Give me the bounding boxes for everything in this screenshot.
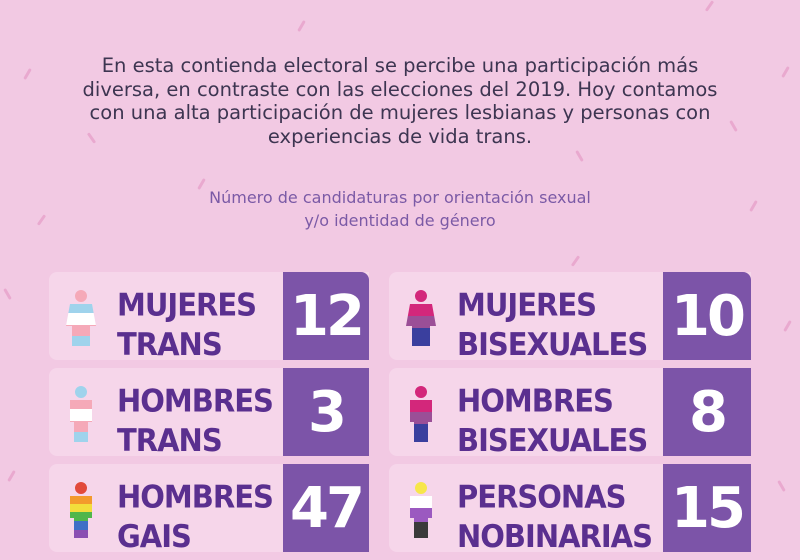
- confetti-decoration: [297, 20, 306, 32]
- card-label: HOMBRES GAIS: [117, 478, 274, 552]
- count-box: 15: [663, 464, 751, 552]
- confetti-decoration: [729, 120, 738, 132]
- intro-paragraph: En esta contienda electoral se percibe u…: [82, 54, 718, 148]
- card-label: MUJERES BISEXUALES: [457, 286, 648, 360]
- rainbow-flag-man-icon: [70, 482, 92, 538]
- candidature-count: 8: [689, 379, 728, 445]
- card-label: HOMBRES TRANS: [117, 382, 274, 456]
- card-label-line-2: TRANS: [117, 326, 223, 360]
- confetti-decoration: [36, 214, 47, 226]
- candidature-count: 47: [290, 475, 365, 541]
- confetti-decoration: [704, 0, 715, 12]
- confetti-decoration: [7, 470, 16, 482]
- count-box: 3: [283, 368, 369, 456]
- card-mujeres-trans: MUJERES TRANS 12: [49, 272, 369, 360]
- count-box: 10: [663, 272, 751, 360]
- right-card-column: MUJERES BISEXUALES 10 HOMBRES BISEXUALES…: [389, 272, 751, 560]
- candidature-count: 12: [290, 283, 365, 349]
- card-label-line-1: HOMBRES: [117, 383, 274, 420]
- confetti-decoration: [575, 150, 584, 162]
- card-label-line-2: BISEXUALES: [457, 422, 648, 456]
- trans-flag-woman-icon: [66, 290, 96, 346]
- card-hombres-gais: HOMBRES GAIS 47: [49, 464, 369, 552]
- candidature-count: 10: [671, 283, 746, 349]
- chart-subtitle: Número de candidaturas por orientación s…: [120, 186, 680, 232]
- card-label-line-1: HOMBRES: [457, 383, 614, 420]
- card-label-line-1: MUJERES: [457, 287, 597, 324]
- card-hombres-trans: HOMBRES TRANS 3: [49, 368, 369, 456]
- confetti-decoration: [777, 480, 786, 492]
- count-box: 12: [283, 272, 369, 360]
- subtitle-line-2: y/o identidad de género: [304, 211, 496, 230]
- confetti-decoration: [3, 288, 12, 300]
- candidature-count: 15: [671, 475, 746, 541]
- confetti-decoration: [749, 200, 758, 212]
- nonbinary-flag-person-icon: [410, 482, 432, 538]
- confetti-decoration: [781, 66, 790, 78]
- trans-flag-man-icon: [70, 386, 92, 442]
- card-label-line-1: HOMBRES: [117, 479, 274, 516]
- subtitle-line-1: Número de candidaturas por orientación s…: [209, 188, 591, 207]
- card-label: MUJERES TRANS: [117, 286, 257, 360]
- confetti-decoration: [23, 68, 32, 80]
- confetti-decoration: [570, 255, 581, 267]
- card-label-line-2: TRANS: [117, 422, 223, 456]
- bisexual-flag-man-icon: [410, 386, 432, 442]
- card-personas-nobinarias: PERSONAS NOBINARIAS 15: [389, 464, 751, 552]
- card-label-line-1: PERSONAS: [457, 479, 627, 516]
- card-label-line-2: GAIS: [117, 518, 192, 552]
- card-label: PERSONAS NOBINARIAS: [457, 478, 653, 552]
- candidature-count: 3: [308, 379, 347, 445]
- card-hombres-bisexuales: HOMBRES BISEXUALES 8: [389, 368, 751, 456]
- count-box: 47: [283, 464, 369, 552]
- bisexual-flag-woman-icon: [406, 290, 436, 346]
- card-label-line-2: BISEXUALES: [457, 326, 648, 360]
- card-label: HOMBRES BISEXUALES: [457, 382, 648, 456]
- count-box: 8: [663, 368, 751, 456]
- card-label-line-2: NOBINARIAS: [457, 518, 653, 552]
- confetti-decoration: [783, 320, 792, 332]
- card-label-line-1: MUJERES: [117, 287, 257, 324]
- left-card-column: MUJERES TRANS 12 HOMBRES TRANS 3: [49, 272, 369, 560]
- card-mujeres-bisexuales: MUJERES BISEXUALES 10: [389, 272, 751, 360]
